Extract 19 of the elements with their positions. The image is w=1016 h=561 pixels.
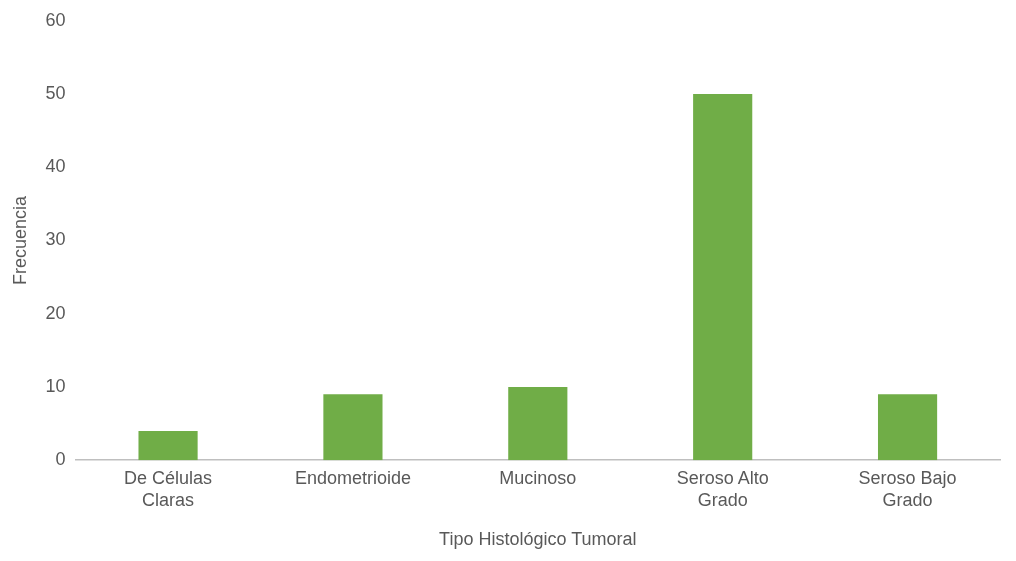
x-tick-label: Seroso Alto Grado	[676, 467, 769, 510]
y-tick-label: 50	[45, 83, 66, 103]
y-tick-label: 60	[45, 9, 66, 30]
x-tick-label: Mucinoso	[499, 467, 577, 488]
x-tick-label: De Células Claras	[124, 467, 213, 510]
y-axis-title: Frecuencia	[9, 194, 30, 286]
x-tick-label: Seroso Bajo Grado	[858, 467, 957, 510]
bar	[323, 394, 383, 461]
y-tick-label: 40	[45, 156, 66, 177]
bar	[693, 94, 753, 461]
bar	[877, 394, 938, 461]
bar	[138, 430, 198, 461]
y-tick-label: 0	[55, 449, 66, 470]
y-tick-label: 30	[45, 229, 66, 250]
bar	[508, 386, 568, 461]
x-tick-label: Endometrioide	[294, 467, 411, 488]
y-tick-label: 20	[45, 302, 66, 323]
y-tick-label: 10	[45, 375, 66, 396]
x-axis-title: Tipo Histológico Tumoral	[439, 529, 637, 550]
